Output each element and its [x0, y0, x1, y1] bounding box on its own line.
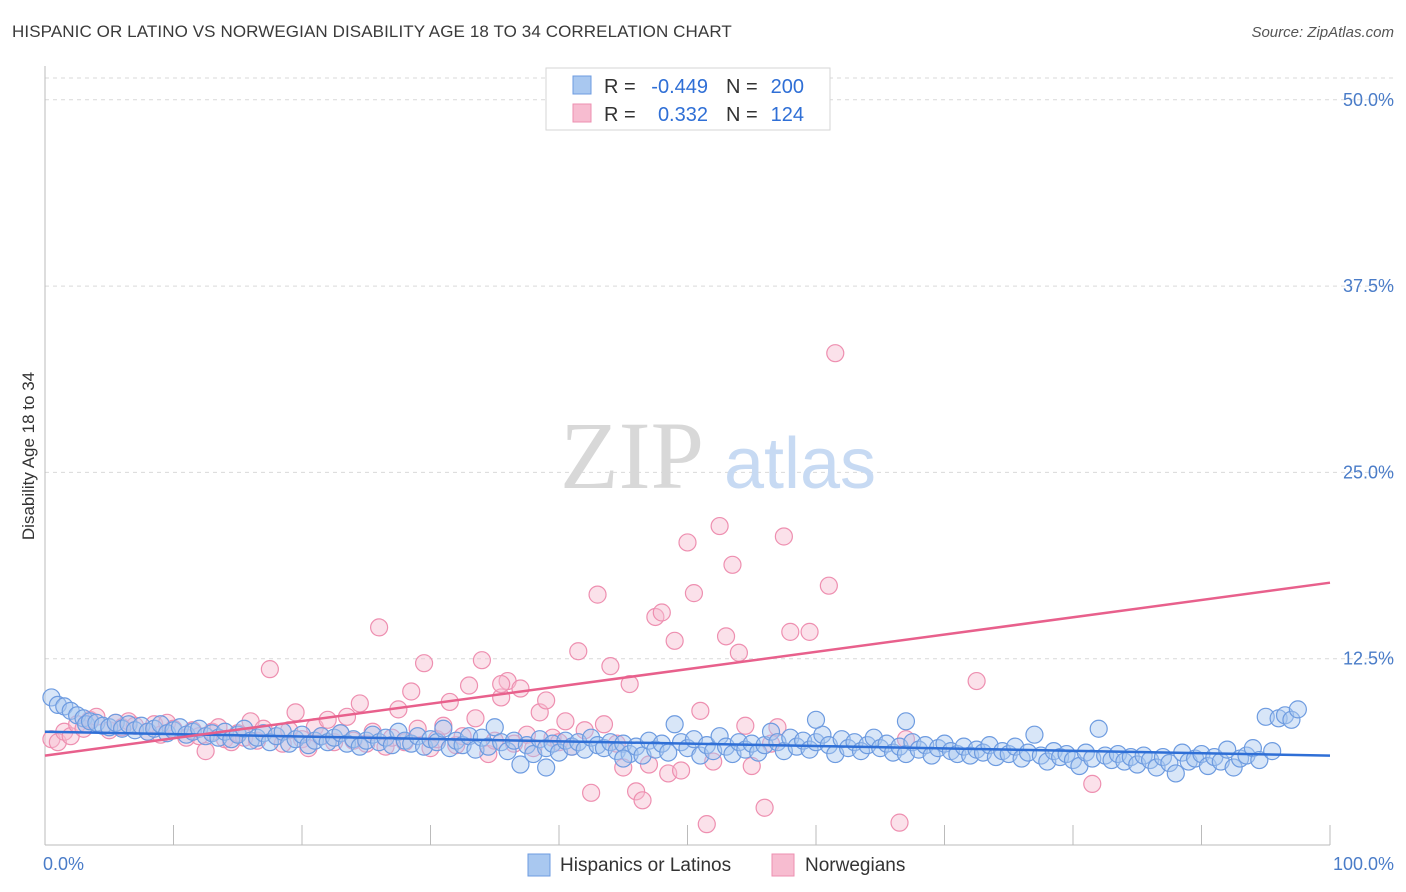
point-hispanics	[1089, 719, 1108, 738]
point-norwegians	[402, 682, 421, 701]
legend-n-value-pink: 124	[771, 104, 804, 126]
x-tick-label-min: 0.0%	[43, 854, 84, 874]
point-norwegians	[723, 555, 742, 574]
point-hispanics	[1288, 700, 1307, 719]
point-norwegians	[286, 703, 305, 722]
legend-top: R = -0.449 N = 200 R = 0.332 N = 124	[545, 67, 831, 131]
point-hispanics	[42, 688, 61, 707]
point-norwegians	[196, 742, 215, 761]
point-norwegians	[736, 716, 755, 735]
chart-title: HISPANIC OR LATINO VS NORWEGIAN DISABILI…	[12, 22, 732, 41]
point-hispanics	[498, 742, 517, 761]
point-norwegians	[729, 643, 749, 662]
axes	[44, 66, 1331, 846]
point-hispanics	[1166, 764, 1185, 783]
point-norwegians	[370, 618, 389, 637]
point-norwegians	[755, 798, 774, 817]
point-hispanics	[896, 712, 916, 731]
point-hispanics	[1263, 742, 1282, 761]
point-norwegians	[774, 527, 793, 546]
point-norwegians	[826, 344, 845, 363]
legend-bottom-label-hispanics: Hispanics or Latinos	[560, 855, 731, 876]
point-norwegians	[691, 701, 710, 720]
legend-n-label-pink: N =	[726, 104, 758, 126]
point-norwegians	[511, 679, 530, 698]
y-tick-label: 12.5%	[1343, 649, 1394, 669]
point-norwegians	[652, 603, 671, 622]
point-norwegians	[890, 813, 909, 832]
point-norwegians	[318, 710, 337, 729]
point-hispanics	[511, 755, 530, 774]
legend-bottom: Hispanics or Latinos Norwegians	[527, 853, 905, 877]
point-norwegians	[459, 676, 479, 695]
point-norwegians	[665, 631, 684, 650]
y-tick-label: 25.0%	[1343, 462, 1394, 482]
point-norwegians	[967, 671, 986, 691]
gridlines	[45, 77, 1394, 660]
point-norwegians	[633, 791, 652, 810]
point-norwegians	[569, 642, 588, 661]
point-norwegians	[671, 761, 691, 780]
point-hispanics	[761, 722, 781, 741]
point-hispanics	[389, 722, 408, 741]
point-hispanics	[1160, 753, 1179, 773]
trend-lines	[44, 581, 1331, 757]
trend-line-hispanics	[44, 730, 1331, 757]
point-hispanics	[537, 758, 556, 777]
point-norwegians	[781, 622, 800, 641]
trend-line-norwegians	[44, 581, 1331, 757]
legend-bottom-swatch-blue	[527, 853, 551, 877]
point-norwegians	[466, 709, 485, 728]
point-norwegians	[620, 674, 639, 694]
point-norwegians	[260, 660, 279, 679]
point-hispanics	[614, 749, 633, 768]
legend-n-label-blue: N =	[726, 76, 758, 98]
legend-bottom-swatch-pink	[771, 853, 795, 877]
y-tick-labels: 12.5% 25.0% 37.5% 50.0%	[1343, 90, 1394, 669]
legend-bottom-label-norwegians: Norwegians	[805, 855, 905, 876]
point-norwegians	[710, 516, 729, 536]
point-norwegians	[537, 691, 556, 710]
legend-swatch-blue	[572, 75, 592, 95]
x-tick-label-max: 100.0%	[1333, 854, 1394, 874]
point-hispanics	[1250, 750, 1269, 770]
legend-n-value-blue: 200	[771, 76, 804, 98]
point-norwegians	[819, 576, 838, 595]
point-norwegians	[492, 674, 511, 694]
point-norwegians	[800, 622, 819, 641]
point-norwegians	[472, 651, 491, 670]
legend-r-label-pink: R =	[604, 104, 636, 126]
point-hispanics	[1025, 725, 1044, 744]
point-norwegians	[1083, 774, 1102, 793]
y-tick-label: 37.5%	[1343, 276, 1394, 296]
point-hispanics	[665, 715, 684, 734]
source-credit: Source: ZipAtlas.com	[1251, 24, 1394, 41]
legend-r-label-blue: R =	[604, 76, 636, 98]
point-hispanics	[1282, 710, 1301, 729]
y-tick-label: 50.0%	[1343, 90, 1394, 110]
point-hispanics	[806, 710, 826, 729]
legend-swatch-pink	[572, 103, 592, 123]
point-norwegians	[350, 694, 369, 713]
point-norwegians	[556, 712, 575, 731]
y-axis-label: Disability Age 18 to 34	[19, 372, 38, 540]
watermark-zip: ZIP	[560, 402, 704, 509]
point-norwegians	[716, 627, 736, 646]
point-hispanics	[1224, 758, 1243, 777]
point-norwegians	[697, 815, 716, 834]
point-norwegians	[684, 584, 704, 603]
point-hispanics	[472, 728, 491, 747]
legend-r-value-blue: -0.449	[651, 76, 708, 98]
legend-r-value-pink: 0.332	[658, 104, 708, 126]
point-norwegians	[414, 654, 434, 673]
point-norwegians	[626, 782, 646, 801]
point-norwegians	[588, 585, 607, 604]
watermark-atlas: atlas	[724, 424, 876, 504]
point-norwegians	[678, 533, 697, 552]
point-hispanics	[434, 719, 453, 738]
point-norwegians	[594, 715, 614, 734]
point-norwegians	[601, 657, 620, 676]
point-norwegians	[582, 783, 601, 802]
